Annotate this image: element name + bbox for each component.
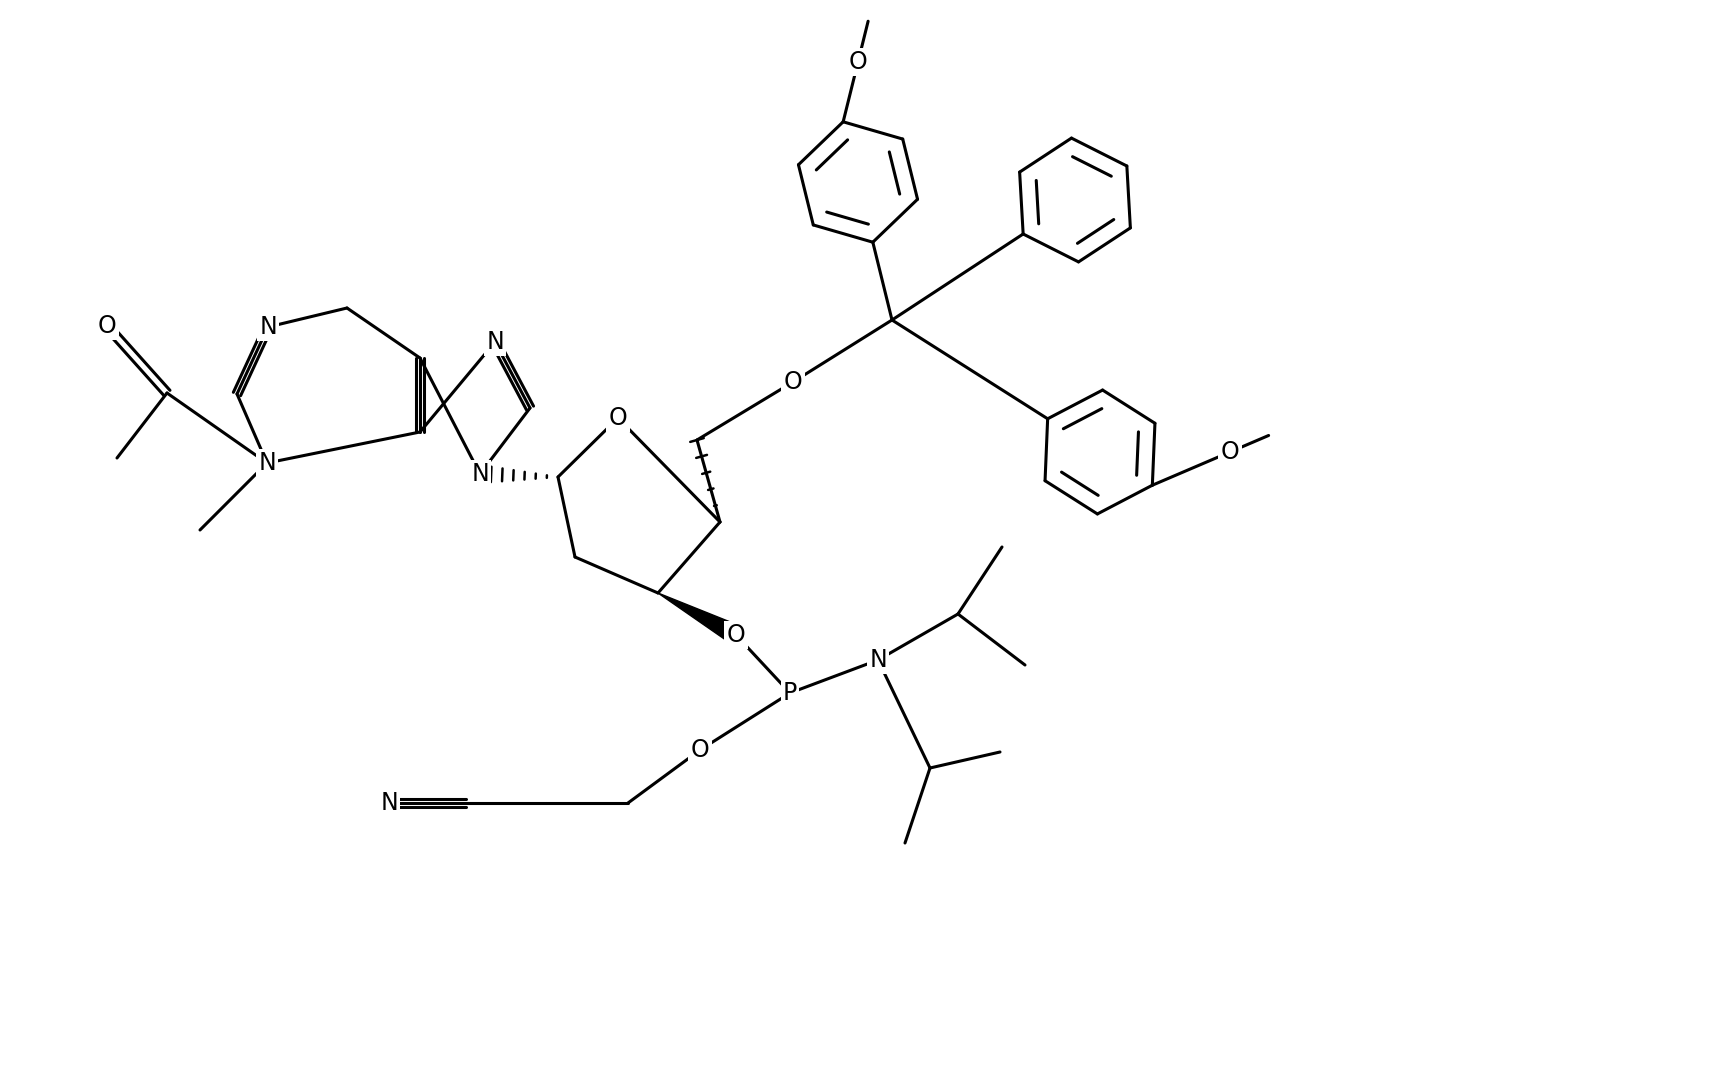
Text: N: N (260, 315, 277, 339)
Text: N: N (258, 451, 275, 475)
Text: N: N (471, 462, 490, 487)
Text: N: N (868, 648, 887, 672)
Text: N: N (381, 791, 398, 814)
Text: O: O (849, 50, 867, 74)
Text: P: P (784, 681, 798, 705)
Text: O: O (97, 314, 116, 338)
Polygon shape (657, 593, 740, 644)
Text: O: O (784, 370, 803, 394)
Text: O: O (727, 623, 746, 647)
Text: O: O (1221, 440, 1239, 464)
Text: N: N (486, 330, 503, 354)
Text: O: O (609, 406, 628, 430)
Text: O: O (690, 738, 709, 762)
